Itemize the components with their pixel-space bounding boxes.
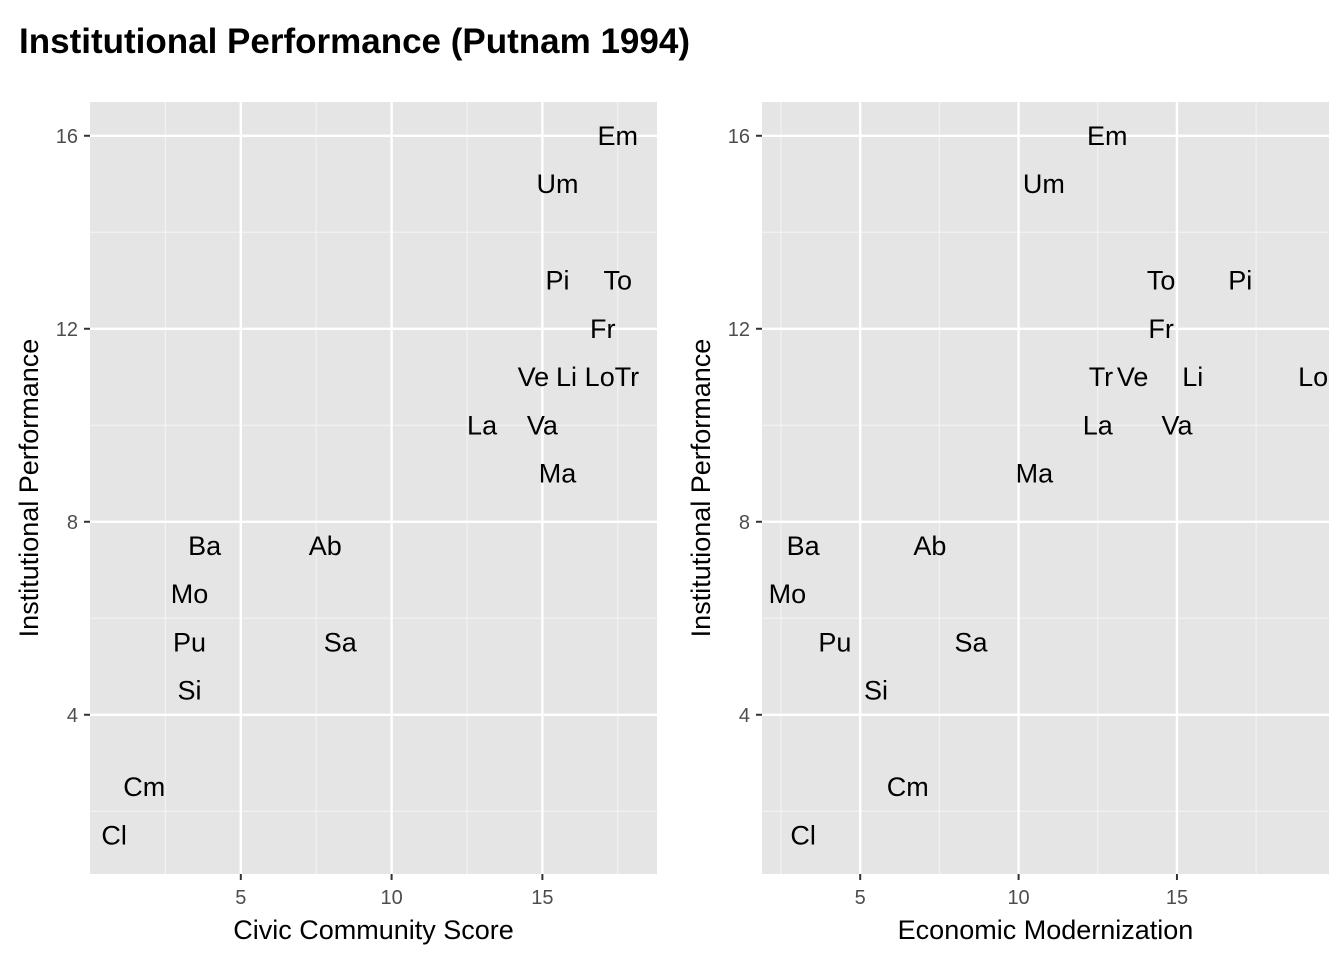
point-label-em: Em [1087,121,1128,151]
y-tick-label: 4 [67,705,78,727]
y-tick-label: 8 [739,512,750,534]
x-tick-label: 15 [531,887,553,909]
point-label-pi: Pi [545,266,569,296]
point-label-ba: Ba [787,531,821,561]
point-label-fr: Fr [590,314,615,344]
point-label-va: Va [1161,410,1193,440]
point-label-tr: Tr [1089,362,1113,392]
point-label-ab: Ab [913,531,946,561]
y-tick-label: 12 [56,319,78,341]
point-label-sa: Sa [324,627,358,657]
point-label-la: La [1083,410,1114,440]
point-label-cm: Cm [123,772,165,802]
point-label-cl: Cl [101,820,127,850]
point-label-ma: Ma [1016,459,1054,489]
point-label-li: Li [1182,362,1203,392]
point-label-em: Em [598,121,639,151]
point-label-la: La [467,410,498,440]
point-label-tr: Tr [615,362,639,392]
panel-civic-community: 5 10 15 4 8 12 16 Civic Community Score Institut… [14,102,657,945]
point-label-pi: Pi [1228,266,1252,296]
point-label-ab: Ab [309,531,342,561]
point-label-si: Si [178,676,202,706]
y-tick-label: 16 [56,126,78,148]
point-label-ve: Ve [518,362,550,392]
x-axis-title: Civic Community Score [233,915,514,945]
point-label-ma: Ma [539,459,577,489]
point-label-um: Um [1023,169,1065,199]
point-label-ve: Ve [1117,362,1149,392]
point-label-fr: Fr [1148,314,1173,344]
y-axis-title: Institutional Performance [14,339,44,638]
point-label-lo: Lo [1298,362,1328,392]
point-label-lo: Lo [585,362,615,392]
point-label-pu: Pu [173,627,206,657]
point-label-ba: Ba [188,531,222,561]
x-tick-label: 10 [1007,887,1029,909]
panel-economic-modernization: 5 10 15 4 8 12 16 Economic Modernization Institu… [686,102,1329,945]
y-axis-title: Institutional Performance [686,339,716,638]
x-tick-label: 10 [380,887,402,909]
point-label-to: To [1147,266,1176,296]
x-axis-title: Economic Modernization [898,915,1194,945]
point-label-va: Va [527,410,559,440]
point-label-cl: Cl [790,820,816,850]
y-tick-label: 12 [728,319,750,341]
x-tick-label: 15 [1166,887,1188,909]
x-tick-label: 5 [855,887,866,909]
point-label-mo: Mo [171,579,209,609]
point-label-cm: Cm [887,772,929,802]
y-tick-label: 8 [67,512,78,534]
y-tick-label: 4 [739,705,750,727]
x-tick-label: 5 [235,887,246,909]
y-tick-label: 16 [728,126,750,148]
point-label-si: Si [864,676,888,706]
point-label-sa: Sa [955,627,989,657]
point-label-pu: Pu [818,627,851,657]
point-label-mo: Mo [769,579,807,609]
point-label-um: Um [536,169,578,199]
point-label-to: To [604,266,633,296]
point-label-li: Li [556,362,577,392]
